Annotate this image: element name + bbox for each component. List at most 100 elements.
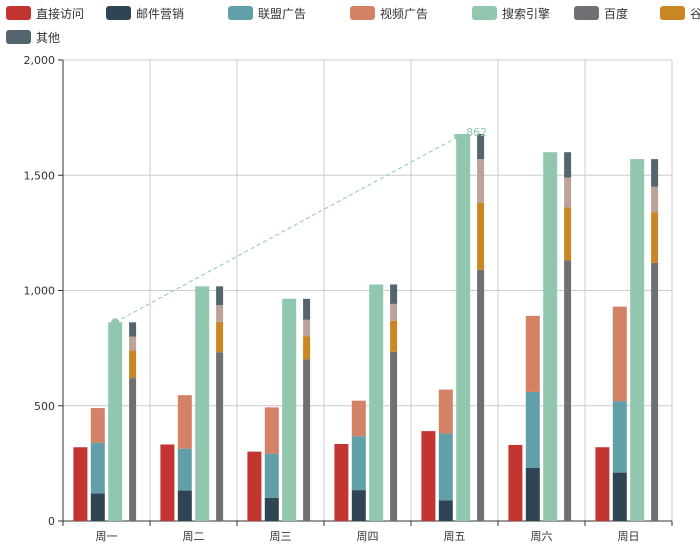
bar[interactable] (612, 306, 627, 402)
bar[interactable] (525, 391, 540, 468)
bar[interactable] (477, 202, 485, 270)
bar[interactable] (477, 159, 485, 203)
bar[interactable] (351, 490, 366, 521)
bar[interactable] (612, 401, 627, 473)
bar[interactable] (651, 159, 659, 187)
legend-item[interactable]: 直接访问 (6, 4, 84, 22)
bar[interactable] (564, 207, 572, 261)
x-tick-label: 周五 (444, 530, 466, 543)
bar[interactable] (564, 260, 572, 521)
legend-label: 搜索引擎 (502, 6, 551, 21)
bar[interactable] (216, 286, 224, 306)
bar[interactable] (73, 447, 88, 521)
x-tick-label: 周二 (183, 530, 205, 543)
bar[interactable] (651, 186, 659, 213)
bar[interactable] (90, 493, 105, 521)
bar[interactable] (303, 336, 311, 360)
legend-item[interactable]: 联盟广告 (228, 4, 306, 22)
bar[interactable] (216, 321, 224, 353)
bar[interactable] (564, 177, 572, 208)
bar[interactable] (477, 133, 485, 160)
bar[interactable] (438, 389, 453, 434)
bar[interactable] (508, 444, 523, 521)
bar[interactable] (264, 453, 279, 498)
bar[interactable] (195, 286, 210, 521)
bar[interactable] (129, 336, 137, 351)
bar[interactable] (390, 303, 398, 321)
bar[interactable] (351, 436, 366, 491)
bar[interactable] (456, 133, 471, 522)
bar[interactable] (438, 500, 453, 521)
bar[interactable] (129, 350, 137, 379)
bar[interactable] (525, 467, 540, 521)
bar[interactable] (264, 407, 279, 454)
legend-item[interactable]: 其他 (6, 28, 60, 46)
legend-swatch (228, 6, 253, 20)
legend-label: 联盟广告 (258, 6, 307, 21)
bar[interactable] (129, 378, 137, 521)
bar[interactable] (543, 152, 558, 521)
bar[interactable] (651, 262, 659, 521)
bar[interactable] (264, 497, 279, 521)
bar[interactable] (651, 212, 659, 263)
bar[interactable] (564, 152, 572, 178)
markline-label: 862 (466, 126, 487, 139)
bar[interactable] (216, 305, 224, 322)
bar[interactable] (108, 322, 123, 521)
y-tick-label: 2,000 (24, 54, 56, 67)
bar[interactable] (177, 395, 192, 449)
bar[interactable] (390, 320, 398, 352)
x-tick-label: 周一 (96, 530, 118, 543)
legend-swatch (574, 6, 599, 20)
legend-swatch (6, 30, 31, 44)
bar[interactable] (351, 400, 366, 437)
x-tick-label: 周四 (357, 530, 379, 543)
legend-swatch (106, 6, 131, 20)
x-tick-label: 周三 (270, 530, 292, 543)
legend-swatch (6, 6, 31, 20)
legend-label: 百度 (604, 6, 629, 21)
legend-label: 视频广告 (380, 6, 429, 21)
bar[interactable] (612, 472, 627, 521)
bar[interactable] (595, 447, 610, 521)
bar[interactable] (247, 451, 262, 521)
bar[interactable] (129, 322, 137, 337)
markline-arrow (453, 133, 464, 143)
legend-item[interactable]: 邮件营销 (106, 4, 184, 22)
x-tick-label: 周日 (618, 530, 640, 543)
bar[interactable] (177, 490, 192, 521)
legend-swatch (660, 6, 685, 20)
y-tick-label: 0 (48, 515, 55, 528)
bar[interactable] (160, 444, 175, 521)
bar[interactable] (303, 319, 311, 337)
bar[interactable] (90, 442, 105, 494)
bar[interactable] (438, 433, 453, 501)
legend-swatch (472, 6, 497, 20)
legend-label: 邮件营销 (136, 6, 185, 21)
bar[interactable] (525, 315, 540, 392)
legend-item[interactable]: 百度 (574, 4, 628, 22)
legend-label: 直接访问 (36, 6, 85, 21)
bar[interactable] (390, 284, 398, 304)
bar[interactable] (303, 298, 311, 320)
bar[interactable] (177, 448, 192, 491)
bar[interactable] (90, 408, 105, 443)
legend-swatch (350, 6, 375, 20)
x-tick-label: 周六 (531, 530, 553, 543)
bar[interactable] (303, 359, 311, 521)
y-tick-label: 500 (34, 400, 55, 413)
bar[interactable] (477, 269, 485, 521)
bar[interactable] (630, 159, 645, 522)
bar[interactable] (216, 352, 224, 521)
legend-item[interactable]: 视频广告 (350, 4, 428, 22)
legend-label: 谷歌 (690, 6, 700, 21)
bar[interactable] (421, 431, 436, 521)
bar[interactable] (282, 298, 297, 521)
legend-item[interactable]: 谷歌 (660, 4, 700, 22)
bar[interactable] (369, 284, 384, 521)
legend-item[interactable]: 搜索引擎 (472, 4, 550, 22)
bar[interactable] (334, 444, 349, 521)
bar[interactable] (390, 351, 398, 521)
markline (114, 137, 457, 323)
